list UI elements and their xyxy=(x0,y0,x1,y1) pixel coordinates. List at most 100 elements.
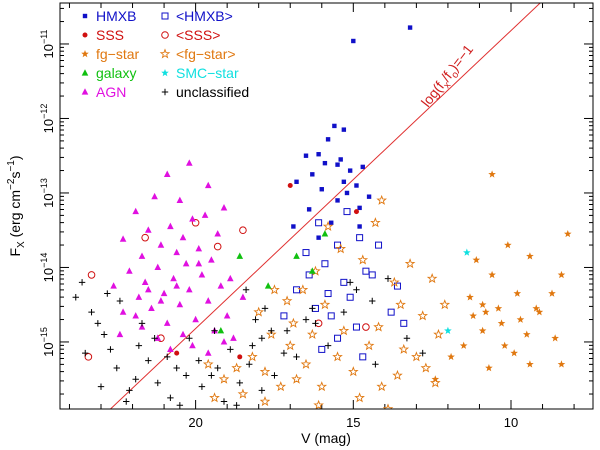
data-point xyxy=(167,345,174,353)
data-point xyxy=(535,308,544,316)
data-point xyxy=(316,235,321,240)
data-point xyxy=(208,256,215,263)
data-point xyxy=(145,357,152,364)
data-point xyxy=(246,361,253,368)
data-point xyxy=(335,162,340,167)
data-point xyxy=(116,297,124,305)
data-point xyxy=(249,342,256,349)
data-point xyxy=(291,373,302,384)
data-point xyxy=(522,330,531,338)
legend-marker xyxy=(81,88,89,95)
data-point xyxy=(145,286,152,293)
data-point xyxy=(173,248,180,256)
data-point xyxy=(369,297,376,305)
data-point xyxy=(419,349,426,357)
data-point xyxy=(526,252,534,260)
data-point xyxy=(195,259,203,267)
x-axis-label: V (mag) xyxy=(301,430,351,446)
data-point xyxy=(87,271,96,279)
data-point xyxy=(392,369,403,381)
data-point xyxy=(189,215,196,222)
data-point xyxy=(532,304,541,312)
data-point xyxy=(362,323,370,331)
data-point xyxy=(347,366,359,377)
data-point xyxy=(179,330,187,338)
data-point xyxy=(186,159,193,166)
data-point xyxy=(145,226,152,233)
data-point xyxy=(198,271,206,278)
data-point xyxy=(293,286,301,294)
data-point xyxy=(284,340,296,351)
data-point xyxy=(104,290,111,297)
data-point xyxy=(324,342,332,349)
data-point xyxy=(407,25,413,30)
data-point xyxy=(375,241,383,249)
data-point xyxy=(236,252,244,259)
data-point xyxy=(478,326,487,335)
data-point xyxy=(388,276,400,287)
data-point xyxy=(119,235,127,242)
data-point xyxy=(167,222,174,230)
data-point xyxy=(343,208,351,216)
data-point xyxy=(360,164,365,170)
data-point xyxy=(351,38,356,44)
data-point xyxy=(557,270,566,279)
data-point xyxy=(258,387,266,394)
data-point xyxy=(316,152,321,157)
y-tick-label: 10−15 xyxy=(39,327,56,357)
data-point xyxy=(88,308,95,316)
data-point xyxy=(297,284,309,295)
data-point xyxy=(198,383,206,390)
data-point xyxy=(157,241,165,248)
series-sss xyxy=(174,183,359,360)
data-point xyxy=(329,220,334,225)
data-point xyxy=(400,319,408,327)
data-point xyxy=(373,321,384,332)
data-point xyxy=(173,364,180,372)
data-point xyxy=(309,267,316,274)
data-point xyxy=(288,317,299,328)
data-point xyxy=(310,172,315,177)
data-point xyxy=(195,357,202,364)
reference-line-layer xyxy=(109,3,541,409)
data-point xyxy=(94,320,102,327)
data-point xyxy=(354,183,359,188)
data-point xyxy=(173,282,180,289)
data-point xyxy=(395,299,406,310)
y-tick-label: 10−13 xyxy=(39,178,56,208)
data-point xyxy=(138,320,146,327)
data-point xyxy=(239,226,247,235)
legend-label: <fg−star> xyxy=(176,46,236,62)
data-point xyxy=(268,327,275,334)
data-point xyxy=(182,372,190,379)
legend-item: galaxy xyxy=(81,65,136,81)
legend-marker xyxy=(161,88,169,96)
data-point xyxy=(341,179,347,184)
legend-marker xyxy=(82,13,88,19)
legend-item: SSS xyxy=(82,27,124,43)
data-point xyxy=(318,345,326,353)
data-point xyxy=(151,335,158,342)
data-point xyxy=(548,289,556,297)
data-point xyxy=(516,315,525,323)
data-point xyxy=(110,282,117,289)
data-point xyxy=(237,388,249,399)
data-point xyxy=(214,230,221,237)
data-point xyxy=(354,392,365,403)
data-point xyxy=(362,267,370,275)
data-point xyxy=(154,263,162,271)
data-point xyxy=(338,157,343,162)
data-point xyxy=(551,334,559,342)
data-point xyxy=(322,220,334,232)
data-point xyxy=(403,335,411,342)
data-point xyxy=(363,340,375,351)
data-point xyxy=(324,290,332,298)
data-point xyxy=(163,170,171,177)
data-point xyxy=(353,209,359,215)
data-point xyxy=(384,275,392,282)
data-point xyxy=(154,379,161,387)
legend-marker xyxy=(159,48,171,59)
data-point xyxy=(283,327,291,334)
data-point xyxy=(247,351,258,362)
